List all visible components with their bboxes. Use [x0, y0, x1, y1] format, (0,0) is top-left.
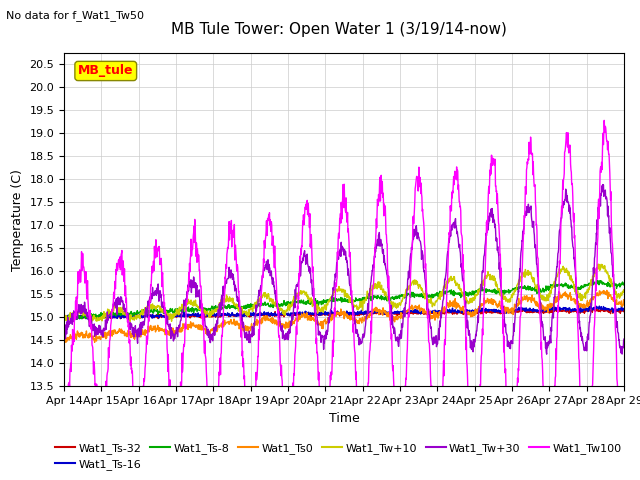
Line: Wat1_Tw100: Wat1_Tw100 [64, 120, 624, 471]
Wat1_Ts-32 [127, 313, 134, 319]
Wat1_Ts-16 [620, 306, 628, 312]
Wat1_Tw+30 [298, 259, 305, 265]
Wat1_Ts-8 [298, 300, 306, 305]
Wat1_Ts-32 [298, 311, 306, 317]
Wat1_Ts0 [91, 339, 99, 345]
Wat1_Tw100 [60, 395, 68, 400]
Wat1_Ts-32 [320, 312, 328, 317]
Wat1_Ts-8 [310, 302, 317, 308]
Wat1_Tw+10 [620, 287, 628, 293]
Wat1_Ts-32 [60, 313, 68, 319]
Wat1_Ts-32 [379, 310, 387, 316]
Line: Wat1_Ts-32: Wat1_Ts-32 [64, 309, 624, 319]
Line: Wat1_Tw+30: Wat1_Tw+30 [64, 185, 624, 354]
Wat1_Tw+10 [595, 261, 602, 267]
Wat1_Tw+10 [320, 307, 328, 313]
Wat1_Tw+30 [599, 182, 607, 188]
Wat1_Ts-8 [61, 317, 69, 323]
Wat1_Ts-32 [62, 316, 70, 322]
Wat1_Tw100 [104, 370, 111, 376]
X-axis label: Time: Time [328, 412, 360, 425]
Wat1_Tw100 [298, 243, 305, 249]
Wat1_Tw100 [620, 464, 628, 470]
Line: Wat1_Ts-16: Wat1_Ts-16 [64, 306, 624, 319]
Wat1_Tw+10 [86, 319, 93, 325]
Wat1_Ts-8 [379, 296, 387, 301]
Wat1_Ts-32 [620, 309, 628, 314]
Legend: Wat1_Ts-32, Wat1_Ts-16, Wat1_Ts-8, Wat1_Ts0, Wat1_Tw+10, Wat1_Tw+30, Wat1_Tw100: Wat1_Ts-32, Wat1_Ts-16, Wat1_Ts-8, Wat1_… [51, 438, 627, 474]
Wat1_Ts-16 [104, 314, 111, 320]
Y-axis label: Temperature (C): Temperature (C) [11, 168, 24, 271]
Wat1_Tw+10 [60, 316, 68, 322]
Wat1_Ts-32 [104, 315, 111, 321]
Wat1_Ts0 [104, 333, 111, 338]
Wat1_Ts-16 [60, 315, 68, 321]
Wat1_Ts-8 [320, 297, 328, 302]
Wat1_Tw+30 [309, 293, 317, 299]
Text: No data for f_Wat1_Tw50: No data for f_Wat1_Tw50 [6, 10, 145, 21]
Wat1_Tw100 [600, 118, 608, 123]
Wat1_Tw+10 [379, 289, 387, 295]
Wat1_Ts-16 [320, 311, 328, 316]
Line: Wat1_Ts-8: Wat1_Ts-8 [64, 280, 624, 320]
Wat1_Ts-8 [60, 312, 68, 318]
Wat1_Ts-32 [310, 312, 317, 318]
Wat1_Tw100 [126, 345, 134, 350]
Wat1_Ts0 [298, 314, 306, 320]
Wat1_Tw+30 [543, 351, 550, 357]
Wat1_Ts-16 [298, 312, 306, 318]
Wat1_Ts-8 [104, 311, 111, 317]
Wat1_Ts-8 [127, 310, 134, 315]
Wat1_Tw+30 [379, 251, 387, 256]
Wat1_Tw+30 [60, 329, 68, 335]
Wat1_Ts-16 [127, 314, 134, 320]
Wat1_Tw100 [582, 468, 589, 474]
Wat1_Ts-16 [550, 303, 558, 309]
Wat1_Ts0 [60, 337, 68, 343]
Wat1_Tw+30 [319, 337, 327, 343]
Wat1_Ts-16 [379, 308, 387, 313]
Line: Wat1_Ts0: Wat1_Ts0 [64, 290, 624, 342]
Line: Wat1_Tw+10: Wat1_Tw+10 [64, 264, 624, 322]
Wat1_Tw100 [309, 272, 317, 278]
Wat1_Ts0 [603, 288, 611, 293]
Text: MB Tule Tower: Open Water 1 (3/19/14-now): MB Tule Tower: Open Water 1 (3/19/14-now… [172, 22, 507, 36]
Wat1_Ts0 [127, 333, 134, 338]
Wat1_Tw+30 [620, 336, 628, 342]
Wat1_Tw100 [319, 429, 327, 435]
Wat1_Tw+30 [126, 327, 134, 333]
Wat1_Ts0 [379, 305, 387, 311]
Wat1_Ts-16 [310, 311, 317, 317]
Wat1_Ts-32 [589, 306, 597, 312]
Wat1_Tw+10 [298, 288, 306, 294]
Wat1_Tw+10 [127, 312, 134, 318]
Wat1_Ts-16 [88, 316, 96, 322]
Text: MB_tule: MB_tule [78, 64, 134, 77]
Wat1_Tw+10 [104, 306, 111, 312]
Wat1_Ts-8 [593, 277, 601, 283]
Wat1_Tw+10 [310, 299, 317, 305]
Wat1_Tw+30 [104, 309, 111, 315]
Wat1_Ts0 [310, 315, 317, 321]
Wat1_Ts-8 [620, 281, 628, 287]
Wat1_Tw100 [379, 194, 387, 200]
Wat1_Ts0 [320, 320, 328, 326]
Wat1_Ts0 [620, 302, 628, 308]
